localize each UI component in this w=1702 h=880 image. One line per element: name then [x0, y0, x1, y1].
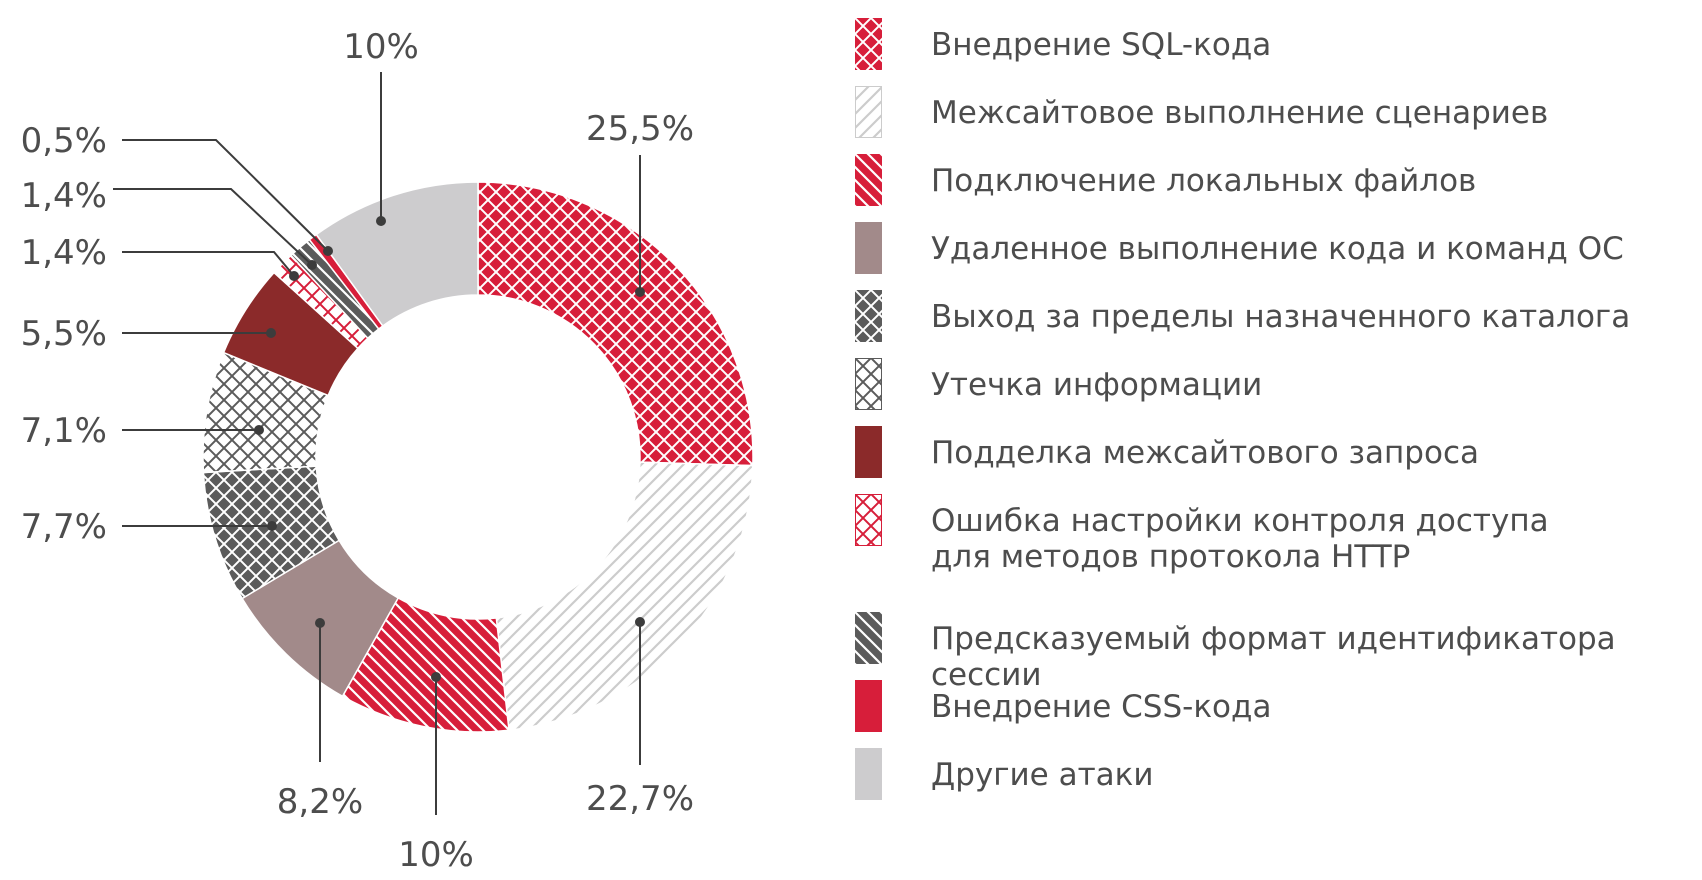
legend-swatch-10 [855, 680, 882, 732]
legend-swatch-7 [855, 426, 882, 478]
legend-item-9: Предсказуемый формат идентификатора сесс… [855, 612, 1700, 693]
legend-item-2: Межсайтовое выполнение сценариев [855, 86, 1548, 138]
value-label-9: 1,4% [21, 176, 107, 216]
legend-swatch-5 [855, 290, 882, 342]
leader-dot-4 [315, 618, 325, 628]
legend-swatch-2 [855, 86, 882, 138]
leader-dot-6 [254, 425, 264, 435]
legend-item-11: Другие атаки [855, 748, 1154, 800]
value-label-11: 10% [343, 27, 419, 67]
legend-swatch-4 [855, 222, 882, 274]
legend-label-11: Другие атаки [931, 757, 1154, 793]
leader-dot-7 [266, 328, 276, 338]
value-label-2: 22,7% [586, 779, 694, 819]
legend-item-3: Подключение локальных файлов [855, 154, 1476, 206]
value-label-10: 0,5% [21, 121, 107, 161]
leader-dot-11 [376, 216, 386, 226]
legend-label-5: Выход за пределы назначенного каталога [931, 299, 1631, 335]
legend-item-10: Внедрение CSS-кода [855, 680, 1271, 732]
legend-item-7: Подделка межсайтового запроса [855, 426, 1479, 478]
value-label-3: 10% [398, 835, 474, 875]
leader-line-9 [113, 188, 313, 266]
value-label-7: 5,5% [21, 314, 107, 354]
legend-swatch-1 [855, 18, 882, 70]
value-label-6: 7,1% [21, 411, 107, 451]
leader-dot-8 [289, 271, 299, 281]
leader-dot-2 [635, 617, 645, 627]
leader-dot-3 [431, 672, 441, 682]
leader-dot-9 [307, 260, 317, 270]
legend-swatch-11 [855, 748, 882, 800]
legend-item-5: Выход за пределы назначенного каталога [855, 290, 1630, 342]
value-label-1: 25,5% [586, 109, 694, 149]
slice-11 [315, 181, 479, 327]
legend-label-10: Внедрение CSS-кода [931, 689, 1272, 725]
leader-dot-10 [323, 246, 333, 256]
leader-line-10 [122, 139, 329, 252]
value-labels-layer: 25,5% 22,7% 10% 8,2% 7,7% 7,1% 5,5% 1,4% 1,4% 0,5… [21, 27, 694, 875]
value-label-4: 8,2% [277, 782, 363, 822]
leader-lines-layer [113, 72, 645, 815]
value-label-8: 1,4% [21, 233, 107, 273]
legend-label-8: Ошибка настройки контроля доступа для мет… [931, 503, 1549, 575]
legend-item-6: Утечка информации [855, 358, 1262, 410]
legend-label-6: Утечка информации [931, 367, 1263, 403]
legend-label-9: Предсказуемый формат идентификатора сесс… [931, 621, 1616, 693]
legend-swatch-3 [855, 154, 882, 206]
legend-swatch-8 [855, 494, 882, 546]
slice-2 [495, 461, 754, 732]
legend-label-1: Внедрение SQL-кода [931, 27, 1272, 63]
legend-swatch-9 [855, 612, 882, 664]
legend-label-3: Подключение локальных файлов [931, 163, 1477, 199]
legend-label-4: Удаленное выполнение кода и команд ОС [931, 231, 1624, 267]
legend-label-7: Подделка межсайтового запроса [931, 435, 1479, 471]
leader-dot-5 [267, 521, 277, 531]
legend-item-8: Ошибка настройки контроля доступа для мет… [855, 494, 1549, 575]
legend-swatch-6 [855, 358, 882, 410]
slice-1 [477, 181, 754, 467]
legend-label-2: Межсайтовое выполнение сценариев [931, 95, 1549, 131]
slices-layer [202, 181, 754, 733]
value-label-5: 7,7% [21, 507, 107, 547]
legend-item-4: Удаленное выполнение кода и команд ОС [855, 222, 1624, 274]
legend-item-1: Внедрение SQL-кода [855, 18, 1271, 70]
leader-dot-1 [635, 287, 645, 297]
leader-line-8 [122, 251, 295, 277]
